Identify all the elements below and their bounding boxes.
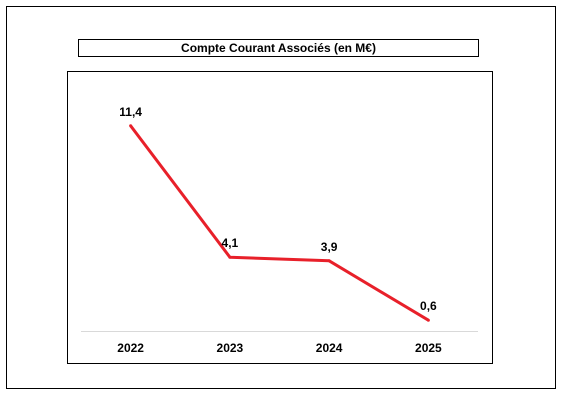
- data-label: 0,6: [420, 299, 437, 313]
- x-tick-label: 2023: [217, 341, 244, 355]
- x-tick-label: 2024: [316, 341, 343, 355]
- series-line: [129, 124, 430, 322]
- x-tick-label: 2022: [117, 341, 144, 355]
- data-label: 3,9: [321, 240, 338, 254]
- data-label: 4,1: [222, 236, 239, 250]
- chart-title: Compte Courant Associés (en M€): [78, 39, 479, 57]
- x-tick-labels-layer: 2022 2023 2024 2025: [117, 341, 442, 355]
- chart-title-text: Compte Courant Associés (en M€): [181, 41, 376, 55]
- data-point: [426, 318, 430, 322]
- data-point: [129, 124, 133, 128]
- x-tick-label: 2025: [415, 341, 442, 355]
- series-layer: [129, 124, 430, 322]
- data-point: [327, 259, 331, 263]
- data-point: [228, 255, 232, 259]
- data-labels-layer: 11,4 4,1 3,9 0,6: [119, 105, 437, 313]
- data-label: 11,4: [119, 105, 142, 119]
